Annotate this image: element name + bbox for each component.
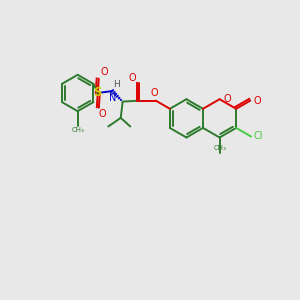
Text: O: O [100,67,108,77]
Text: CH₃: CH₃ [71,127,84,133]
Text: Cl: Cl [254,131,263,141]
Text: O: O [254,96,261,106]
Text: CH₃: CH₃ [213,145,226,151]
Text: O: O [151,88,158,98]
Text: O: O [223,94,231,104]
Text: N: N [109,92,116,103]
Text: S: S [94,86,102,100]
Text: O: O [98,109,106,119]
Text: H: H [114,80,120,89]
Text: O: O [128,73,136,83]
